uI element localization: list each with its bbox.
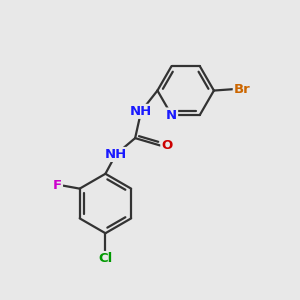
Text: NH: NH bbox=[130, 105, 152, 118]
Text: N: N bbox=[166, 109, 177, 122]
Text: NH: NH bbox=[105, 148, 127, 161]
Text: Cl: Cl bbox=[98, 252, 112, 265]
Text: Br: Br bbox=[234, 82, 250, 96]
Text: F: F bbox=[53, 179, 62, 192]
Text: O: O bbox=[161, 139, 172, 152]
